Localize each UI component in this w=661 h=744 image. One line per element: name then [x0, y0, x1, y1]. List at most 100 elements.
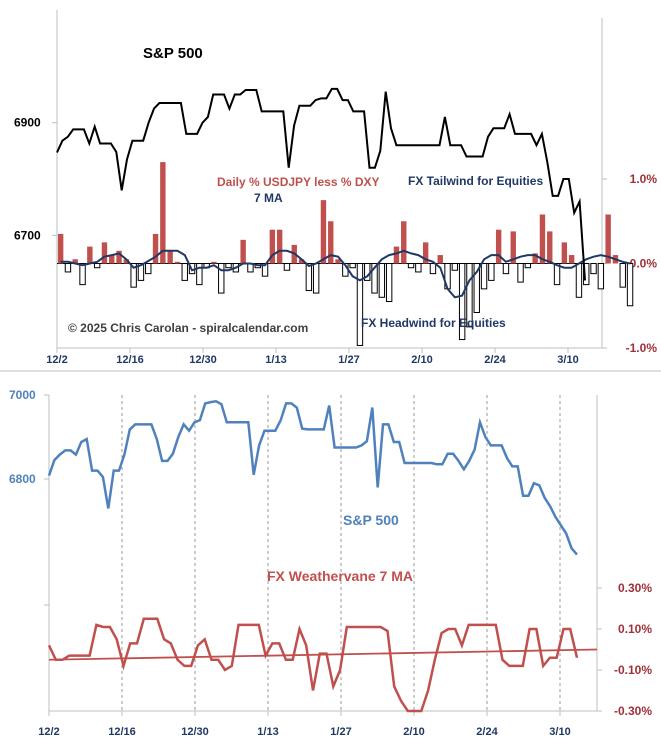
- top-x-tick-label: 2/10: [411, 354, 432, 366]
- daily-bar-negative: [480, 263, 488, 290]
- daily-bar-positive: [87, 246, 93, 264]
- bottom-axes: 7000 6800 0.30% 0.10% -0.10% -0.30% 12/2 12/16 1…: [9, 388, 652, 738]
- daily-bar-negative: [429, 263, 437, 275]
- daily-bar-negative: [196, 263, 203, 286]
- daily-bar-positive: [510, 231, 516, 264]
- daily-bar-positive: [393, 246, 400, 264]
- daily-bar-negative: [130, 263, 137, 288]
- top-right-tick-label: 1.0%: [630, 172, 658, 186]
- bottom-x-tick-label: 1/13: [257, 726, 278, 738]
- daily-bar-positive: [174, 261, 181, 264]
- copyright-label: © 2025 Chris Carolan - spiralcalendar.co…: [68, 321, 308, 335]
- bottom-right-tick-label: -0.10%: [614, 663, 652, 677]
- bottom-right-tick-label: -0.30%: [614, 704, 652, 718]
- top-tailwind-label: FX Tailwind for Equities: [408, 174, 543, 188]
- top-ma-label: 7 MA: [254, 191, 283, 205]
- bottom-left-tick-label: 6800: [9, 472, 36, 486]
- daily-bar-negative: [583, 263, 590, 286]
- daily-bar-positive: [152, 233, 159, 264]
- top-x-tick-label: 12/2: [46, 354, 67, 366]
- daily-bar-negative: [415, 263, 422, 273]
- spx-line-bottom: [47, 400, 578, 556]
- daily-bar-negative: [137, 263, 145, 281]
- bottom-x-tick-label: 1/27: [330, 726, 351, 738]
- daily-bar-negative: [371, 263, 378, 294]
- daily-bar-negative: [502, 263, 510, 275]
- daily-bar-positive: [539, 214, 546, 264]
- top-chart: 6900 6700 1.0% 0.0% -1.0% 12/2 12/16 12/30 1/13 1…: [14, 10, 657, 366]
- daily-bar-negative: [64, 263, 72, 273]
- daily-bar-positive: [532, 253, 538, 264]
- daily-bar-positive: [335, 259, 341, 264]
- daily-bar-negative: [466, 263, 473, 328]
- daily-bar-positive: [160, 162, 166, 264]
- daily-bar-negative: [385, 263, 393, 303]
- bottom-x-tick-label: 12/16: [108, 726, 136, 738]
- daily-bar-positive: [298, 259, 305, 264]
- top-x-tick-label: 12/30: [189, 354, 217, 366]
- daily-bar-negative: [283, 263, 291, 271]
- daily-bar-negative: [378, 263, 386, 298]
- daily-bar-negative: [79, 263, 86, 286]
- bottom-x-tick-label: 12/2: [38, 726, 59, 738]
- bottom-weathervane-label: FX Weathervane 7 MA: [267, 568, 413, 584]
- daily-bar-negative: [553, 263, 561, 286]
- top-right-tick-label: 0.0%: [630, 257, 658, 271]
- top-left-tick-label: 6700: [14, 228, 41, 242]
- daily-bar-positive: [561, 242, 568, 264]
- daily-bar-positive: [401, 221, 407, 264]
- bottom-x-tick-label: 2/10: [403, 726, 424, 738]
- daily-bar-positive: [547, 231, 553, 264]
- daily-bar-negative: [451, 263, 459, 271]
- daily-bar-positive: [57, 233, 64, 264]
- daily-bar-negative: [407, 263, 415, 269]
- daily-bar-positive: [328, 221, 334, 264]
- daily-bar-negative: [225, 263, 232, 269]
- daily-bar-positive: [568, 255, 575, 264]
- daily-bar-negative: [524, 263, 532, 269]
- top-daily-label: Daily % USDJPY less % DXY: [217, 175, 380, 189]
- bottom-chart: 7000 6800 0.30% 0.10% -0.10% -0.30% 12/2 12/16 1…: [9, 388, 652, 738]
- top-left-tick-label: 6900: [14, 116, 41, 130]
- daily-bar-positive: [116, 250, 122, 264]
- daily-bar-negative: [626, 263, 634, 307]
- top-x-tick-label: 2/24: [484, 354, 506, 366]
- daily-bar-positive: [276, 229, 283, 264]
- daily-bar-positive: [437, 255, 443, 264]
- daily-bar-negative: [619, 263, 626, 288]
- daily-bar-positive: [109, 255, 115, 264]
- daily-bar-negative: [312, 263, 320, 294]
- daily-bar-positive: [167, 250, 173, 264]
- daily-bar-negative: [93, 263, 101, 269]
- daily-bar-positive: [269, 229, 276, 264]
- weathervane-line: [47, 617, 579, 713]
- top-spx-label: S&P 500: [143, 45, 203, 62]
- daily-bar-negative: [145, 263, 152, 275]
- daily-bar-negative: [488, 263, 495, 281]
- daily-bar-positive: [605, 214, 611, 264]
- top-lines: [56, 87, 631, 299]
- daily-bar-negative: [517, 263, 524, 283]
- daily-bar-positive: [211, 261, 217, 264]
- daily-bar-negative: [575, 263, 583, 298]
- daily-bar-positive: [123, 259, 130, 264]
- daily-bar-negative: [473, 263, 480, 314]
- bottom-spx-label: S&P 500: [343, 512, 399, 528]
- daily-bar-negative: [590, 263, 597, 275]
- top-daily-bars: [57, 162, 634, 346]
- daily-bar-positive: [72, 259, 78, 264]
- daily-bar-positive: [240, 239, 246, 264]
- daily-bar-negative: [181, 263, 188, 281]
- top-headwind-label: FX Headwind for Equities: [361, 316, 506, 330]
- ma-line: [60, 249, 631, 299]
- top-x-tick-label: 1/13: [265, 354, 286, 366]
- daily-bar-negative: [597, 263, 605, 290]
- daily-bar-negative: [356, 263, 364, 346]
- bottom-x-tick-label: 12/30: [181, 726, 209, 738]
- top-x-tick-label: 12/16: [116, 354, 144, 366]
- bottom-left-tick-label: 7000: [9, 388, 36, 402]
- spx-line-top: [56, 87, 586, 281]
- bottom-x-tick-label: 2/24: [476, 726, 498, 738]
- daily-bar-negative: [349, 263, 356, 269]
